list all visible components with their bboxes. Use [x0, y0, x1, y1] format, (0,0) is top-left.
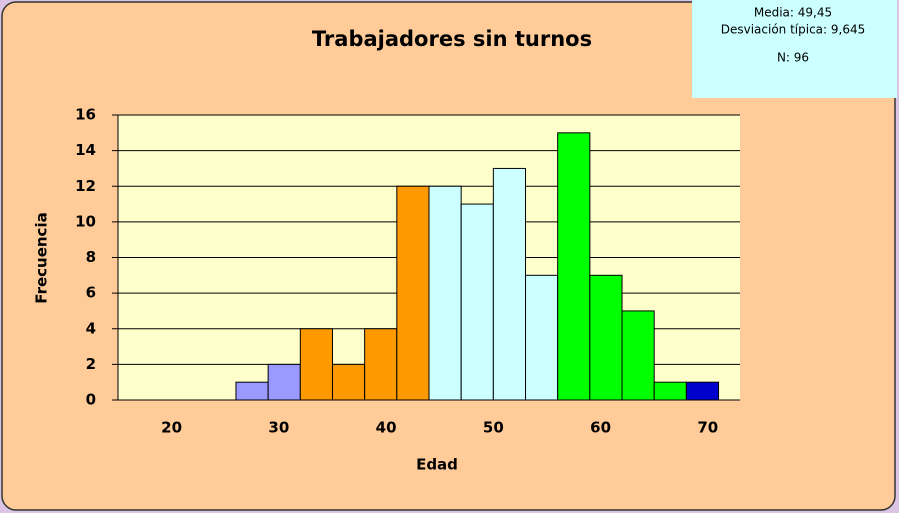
y-tick-label: 4	[86, 319, 96, 337]
x-axis-label: Edad	[416, 456, 458, 474]
y-axis-label: Frecuencia	[33, 212, 51, 303]
y-tick-label: 16	[75, 106, 96, 124]
bar	[589, 274, 623, 401]
bar	[428, 185, 462, 401]
bar	[235, 381, 269, 401]
y-tick-label: 10	[75, 212, 96, 230]
bar	[621, 310, 655, 401]
bar	[396, 185, 430, 401]
stat-std: Desviación típica: 9,645	[721, 23, 866, 37]
stats-box	[692, 0, 897, 98]
bar	[331, 363, 366, 401]
y-tick-label: 12	[75, 177, 96, 195]
bar	[525, 274, 559, 401]
bar	[460, 203, 494, 401]
y-tick-label: 2	[86, 355, 96, 373]
bar	[557, 132, 591, 401]
y-tick-label: 14	[75, 141, 96, 159]
bar	[267, 363, 301, 401]
bar	[685, 381, 720, 401]
bar	[492, 167, 527, 401]
bar	[653, 381, 687, 401]
x-tick-label: 20	[161, 419, 182, 437]
x-tick-label: 50	[483, 419, 504, 437]
y-tick-label: 8	[86, 248, 96, 266]
stat-mean: Media: 49,45	[754, 6, 832, 20]
x-tick-label: 30	[268, 419, 289, 437]
chart-title: Trabajadores sin turnos	[312, 27, 592, 51]
x-tick-label: 70	[697, 419, 718, 437]
bar	[299, 328, 333, 401]
y-tick-label: 6	[86, 284, 96, 302]
x-tick-label: 40	[376, 419, 397, 437]
bar	[364, 328, 398, 401]
y-tick-label: 0	[86, 391, 96, 409]
stat-n: N: 96	[777, 51, 809, 65]
x-tick-label: 60	[590, 419, 611, 437]
